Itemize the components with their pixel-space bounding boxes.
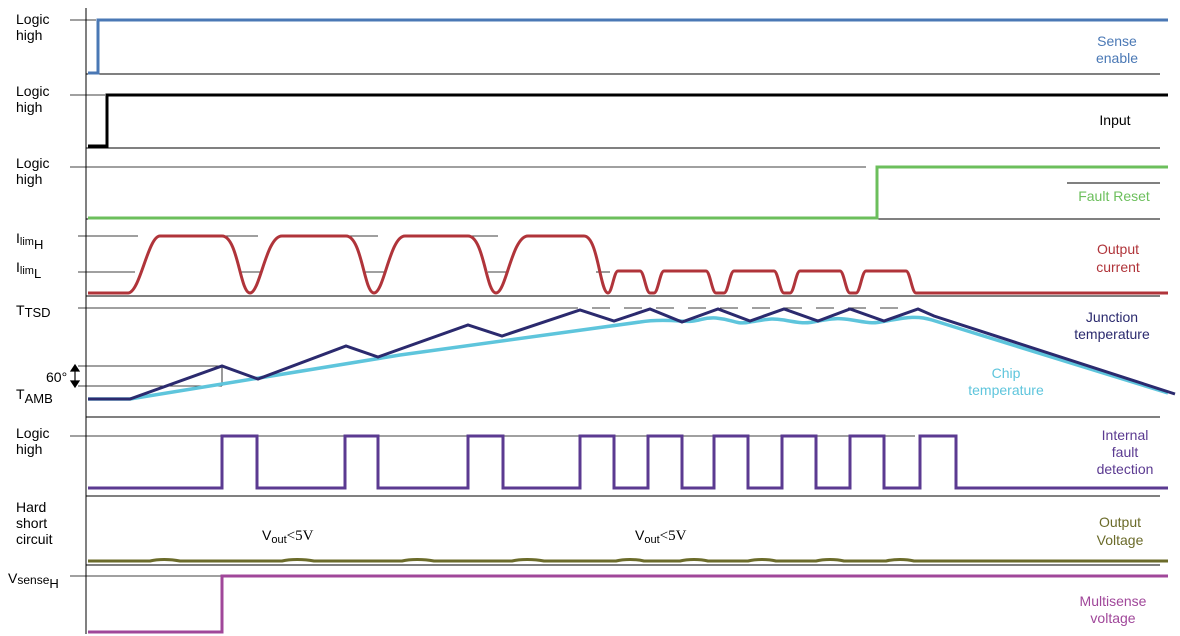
tamb-label: TAMB <box>16 386 53 406</box>
input-trace <box>88 93 1168 148</box>
internal-fault-right-label: Internal fault detection <box>1097 427 1154 477</box>
internal-fault-detection-trace <box>88 434 1168 490</box>
multisense-voltage-right-label: Multisense voltage <box>1080 593 1147 626</box>
chip-temperature-label: Chip temperature <box>968 365 1044 398</box>
input-left-label: Logic high <box>16 83 49 115</box>
internal-fault-left-label: Logic high <box>16 425 49 457</box>
output-current-trace <box>88 234 1168 295</box>
vout-annotation-2: Vout<5V <box>635 527 687 546</box>
multisense-voltage-trace <box>88 574 1168 634</box>
input-right-label: Input <box>1099 112 1130 128</box>
sense-enable-trace <box>88 18 1168 75</box>
ilim-high-label: IlimH <box>16 230 43 252</box>
ttsd-label: TTSD <box>16 302 51 320</box>
vsense-high-label: VsenseH <box>8 570 59 591</box>
output-voltage-left-label: Hard short circuit <box>16 499 53 547</box>
junction-temperature-right-label: Junction temperature <box>1074 309 1150 342</box>
vout-annotation-1: Vout<5V <box>262 527 314 546</box>
reference-lines <box>70 19 915 577</box>
sense-enable-left-label: Logic high <box>16 11 49 43</box>
output-voltage-trace <box>88 558 1168 563</box>
delta-temperature-label: 60° <box>46 369 67 385</box>
output-current-right-label: Output current <box>1096 241 1140 275</box>
sense-enable-right-label: Sense enable <box>1096 33 1138 66</box>
delta-temperature-arrow <box>69 363 81 389</box>
fault-reset-right-label: Fault Reset <box>1078 188 1150 204</box>
fault-reset-left-label: Logic high <box>16 155 49 187</box>
ilim-low-label: IlimL <box>16 259 41 281</box>
junction-temperature-trace <box>88 307 1176 401</box>
output-voltage-right-label: Output Voltage <box>1097 514 1144 548</box>
fault-reset-trace <box>88 165 1168 220</box>
